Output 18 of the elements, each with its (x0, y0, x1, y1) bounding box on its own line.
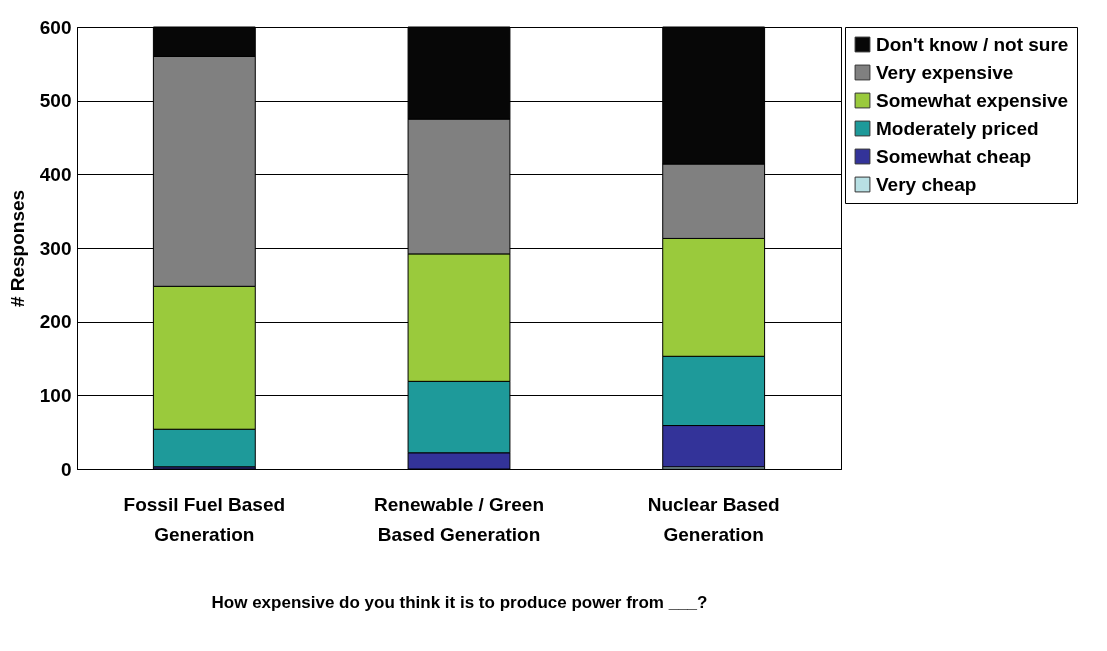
legend-label: Very cheap (876, 173, 977, 195)
x-axis-title: How expensive do you think it is to produce power from ___? (211, 592, 708, 612)
x-tick-label: Renewable / Green Based Generation (373, 493, 545, 545)
legend-label: Don't know / not sure (876, 33, 1069, 55)
legend-label: Somewhat expensive (876, 89, 1069, 111)
y-tick-label: 400 (39, 163, 72, 185)
x-tick-label: Fossil Fuel Based Generation (123, 493, 286, 545)
legend-label: Very expensive (876, 61, 1014, 83)
legend-label: Somewhat cheap (876, 145, 1032, 167)
y-tick-label: 500 (39, 90, 72, 112)
y-tick-label: 100 (39, 384, 72, 406)
y-tick-label: 600 (39, 16, 72, 38)
y-tick-label: 200 (39, 311, 72, 333)
y-tick-label: 300 (39, 237, 72, 259)
y-axis-title: # Responses (6, 189, 28, 308)
x-tick-label: Nuclear Based Generation (647, 493, 780, 545)
y-tick-label: 0 (60, 458, 72, 480)
legend-label: Moderately priced (876, 117, 1039, 139)
